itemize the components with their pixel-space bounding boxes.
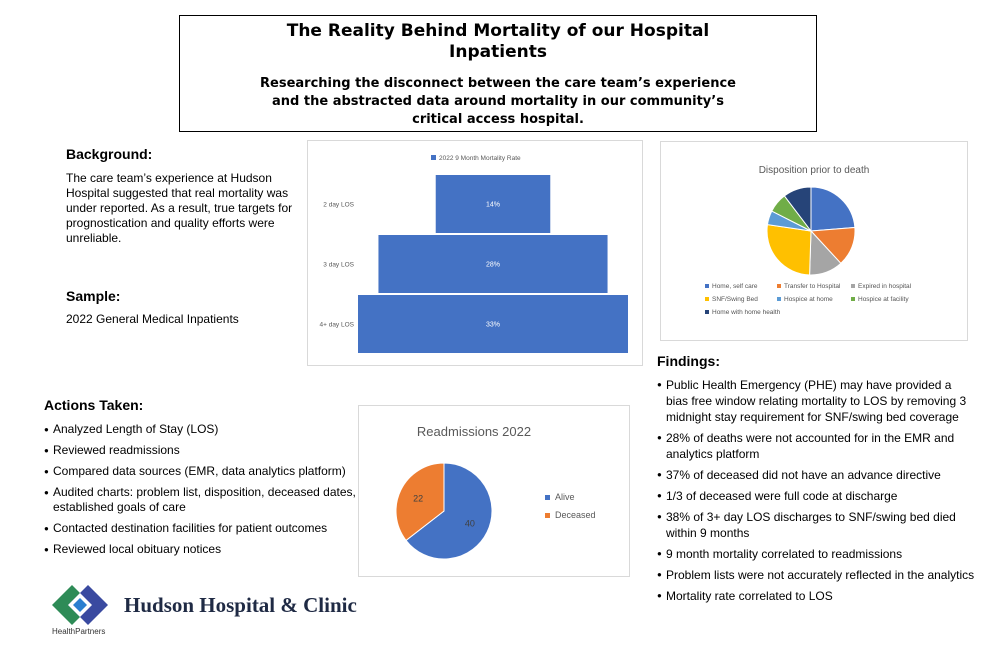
pie-slice — [405, 462, 493, 560]
readmissions-pie: 40 22 — [395, 462, 493, 560]
findings-item: Problem lists were not accurately reflec… — [657, 567, 975, 583]
legend-label: Hospice at home — [784, 296, 833, 303]
sample-text: 2022 General Medical Inpatients — [66, 312, 239, 326]
category-label: 2 day LOS — [323, 202, 354, 209]
logo-name: Hudson Hospital & Clinic — [124, 593, 357, 617]
actions-item: Compared data sources (EMR, data analyti… — [44, 464, 364, 479]
findings-item: 28% of deaths were not accounted for in … — [657, 430, 975, 462]
pie-slice — [810, 186, 856, 232]
findings-item: 38% of 3+ day LOS discharges to SNF/swin… — [657, 509, 975, 541]
pie-slice — [766, 224, 812, 276]
background-text: The care team’s experience at Hudson Hos… — [66, 171, 293, 245]
legend-entry: Expired in hospital — [851, 283, 911, 290]
findings-item: 9 month mortality correlated to readmiss… — [657, 546, 975, 562]
findings-item: Mortality rate correlated to LOS — [657, 588, 975, 604]
legend-swatch — [705, 297, 709, 302]
legend-swatch — [545, 495, 550, 501]
legend-swatch — [851, 284, 855, 289]
mortality-chart-svg: 2022 9 Month Mortality Rate 14% 2 day LOS 2… — [319, 155, 628, 353]
legend-swatch — [431, 155, 436, 160]
mortality-chart: 2022 9 Month Mortality Rate 14% 2 day LOS 2… — [307, 140, 643, 366]
legend-label: Deceased — [555, 510, 596, 520]
legend-label: Home with home health — [712, 309, 781, 316]
logo-parent: HealthPartners — [52, 627, 106, 636]
readmissions-chart-title: Readmissions 2022 — [416, 424, 532, 439]
actions-item: Analyzed Length of Stay (LOS) — [44, 422, 364, 437]
findings-list: Public Health Emergency (PHE) may have p… — [657, 377, 975, 609]
background-heading: Background: — [66, 146, 153, 162]
disposition-legend: Home, self care Transfer to Hospital Expir… — [661, 142, 967, 340]
findings-item: Public Health Emergency (PHE) may have p… — [657, 377, 975, 425]
pie-data-label: 40 — [465, 519, 475, 529]
legend-swatch — [777, 297, 781, 302]
legend-swatch — [777, 284, 781, 289]
bar — [358, 295, 628, 353]
pie-slice — [783, 186, 812, 233]
bar-data-label: 33% — [486, 322, 500, 329]
pie-slice — [395, 462, 445, 542]
legend-swatch — [851, 297, 855, 302]
legend-label: Transfer to Hospital — [784, 283, 841, 290]
legend-entry: Hospice at facility — [851, 296, 909, 303]
actions-heading: Actions Taken: — [44, 397, 144, 413]
legend-entry: Home, self care — [705, 283, 758, 290]
bar — [378, 235, 608, 293]
bar-data-label: 28% — [486, 262, 500, 269]
legend-swatch — [705, 310, 709, 315]
poster-subtitle: Researching the disconnect between the c… — [260, 76, 736, 127]
legend-label: Expired in hospital — [858, 283, 912, 290]
findings-item: 37% of deceased did not have an advance … — [657, 467, 975, 483]
pie-data-label: 22 — [413, 493, 423, 503]
legend-swatch — [545, 513, 550, 519]
legend-label: SNF/Swing Bed — [712, 296, 758, 303]
readmissions-chart: Readmissions 2022 40 22 Alive Deceased — [358, 405, 630, 577]
legend-entry: SNF/Swing Bed — [705, 296, 758, 303]
legend-entry: Alive — [545, 492, 575, 502]
category-label: 3 day LOS — [323, 262, 354, 269]
hudson-logo: Hudson Hospital & Clinic HealthPartners — [50, 583, 410, 643]
legend-label: 2022 9 Month Mortality Rate — [439, 155, 521, 162]
disposition-chart-title: Disposition prior to death — [758, 165, 870, 176]
disposition-chart: Disposition prior to death Home, self ca… — [660, 141, 968, 341]
actions-item: Reviewed local obituary notices — [44, 542, 364, 557]
sample-heading: Sample: — [66, 288, 121, 304]
actions-item: Reviewed readmissions — [44, 443, 364, 458]
category-label: 4+ day LOS — [319, 322, 354, 329]
title-box: The Reality Behind Mortality of our Hosp… — [179, 15, 817, 132]
legend-entry: Home with home health — [705, 309, 780, 316]
disposition-pie — [766, 186, 856, 276]
findings-item: 1/3 of deceased were full code at discha… — [657, 488, 975, 504]
bar — [435, 175, 551, 233]
poster-title: The Reality Behind Mortality of our Hosp… — [286, 21, 710, 62]
legend-entry: Transfer to Hospital — [777, 283, 840, 290]
legend-entry: Hospice at home — [777, 296, 833, 303]
bar-data-label: 14% — [486, 202, 500, 209]
legend-label: Hospice at facility — [858, 296, 909, 303]
readmissions-legend: Alive Deceased — [545, 492, 625, 532]
actions-list: Analyzed Length of Stay (LOS) Reviewed r… — [44, 422, 364, 563]
legend-entry: Deceased — [545, 510, 596, 520]
legend-swatch — [705, 284, 709, 289]
legend-label: Alive — [555, 492, 575, 502]
legend-label: Home, self care — [712, 283, 758, 290]
actions-item: Audited charts: problem list, dispositio… — [44, 485, 364, 515]
findings-heading: Findings: — [657, 353, 720, 369]
actions-item: Contacted destination facilities for pat… — [44, 521, 364, 536]
diamond-logo-icon — [52, 585, 108, 625]
